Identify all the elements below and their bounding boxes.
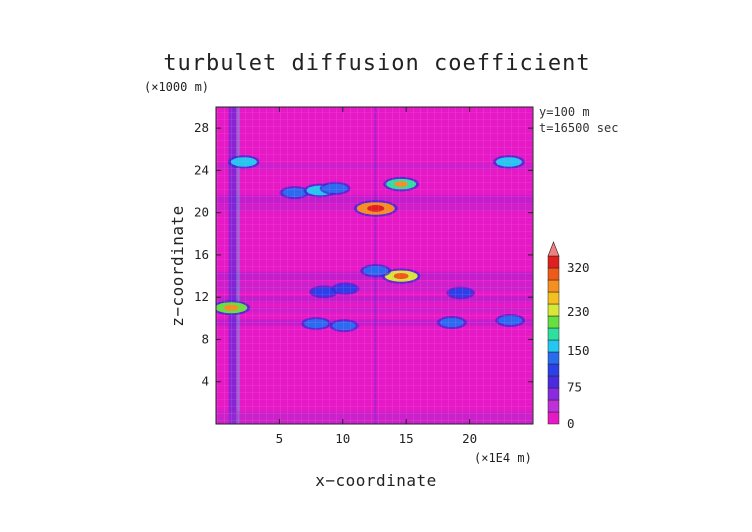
- grid-mesh: [216, 107, 533, 424]
- y-tick-label: 12: [194, 289, 209, 304]
- plot-area: [216, 107, 533, 424]
- x-axis-label: x−coordinate: [315, 471, 437, 490]
- plot-frame: [215, 106, 534, 425]
- colorbar-segment: [547, 279, 560, 293]
- y-tick-label: 20: [194, 205, 209, 220]
- y-tick-label: 28: [194, 120, 209, 135]
- colorbar-label: 320: [567, 260, 590, 275]
- colorbar-label: 230: [567, 304, 590, 319]
- annotation-y: y=100 m: [539, 105, 590, 119]
- annotation-t: t=16500 sec: [539, 121, 618, 135]
- chart-title: turbulet diffusion coefficient: [163, 51, 590, 76]
- colorbar-segment: [547, 399, 560, 413]
- colorbar: 0 75 150 230 320: [547, 241, 590, 431]
- x-tick-label: 15: [399, 431, 414, 446]
- x-tick-label: 10: [335, 431, 350, 446]
- colorbar-segment: [547, 267, 560, 281]
- colorbar-label: 0: [567, 416, 575, 431]
- colorbar-segment: [547, 291, 560, 305]
- colorbar-segment: [547, 387, 560, 401]
- x-axis-ticks: 5 10 15 20: [276, 107, 477, 446]
- y-unit-label: (×1000 m): [144, 80, 209, 94]
- y-axis-label: z−coordinate: [168, 205, 187, 327]
- y-tick-label: 16: [194, 247, 209, 262]
- colorbar-segment: [547, 315, 560, 329]
- colorbar-segment: [547, 327, 560, 341]
- colorbar-segment: [547, 351, 560, 365]
- x-unit-label: (×1E4 m): [474, 451, 532, 465]
- colorbar-segment: [547, 363, 560, 377]
- colorbar-label: 75: [567, 379, 582, 394]
- y-tick-label: 4: [201, 374, 209, 389]
- colorbar-segment: [547, 375, 560, 389]
- x-tick-label: 20: [462, 431, 477, 446]
- colorbar-segment: [547, 411, 560, 425]
- y-tick-label: 8: [201, 331, 209, 346]
- colorbar-segment: [547, 255, 560, 269]
- colorbar-label: 150: [567, 343, 590, 358]
- colorbar-segment: [547, 303, 560, 317]
- y-axis-ticks: 4 8 12 16 20 24 28: [194, 120, 533, 389]
- colorbar-max-arrow: [547, 241, 560, 257]
- y-tick-label: 24: [194, 162, 209, 177]
- colorbar-segment: [547, 339, 560, 353]
- x-tick-label: 5: [276, 431, 284, 446]
